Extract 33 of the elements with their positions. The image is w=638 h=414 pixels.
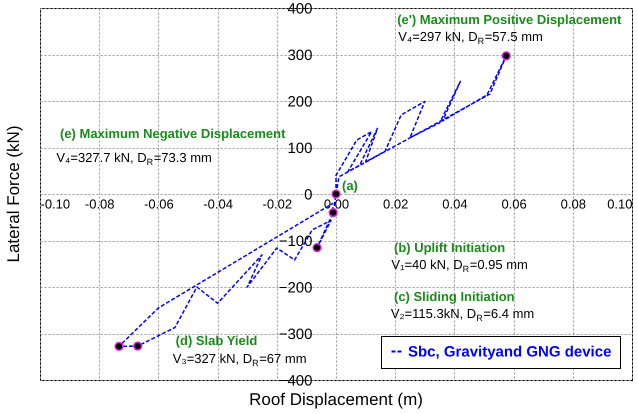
x-tick-label: -0.02 (262, 196, 292, 212)
point (502, 51, 511, 61)
x-tick-label: 0.06 (501, 196, 527, 212)
x-tick-label: 0.10 (607, 196, 632, 212)
y-tick-label: −300 (278, 326, 312, 343)
point (312, 243, 322, 252)
x-tick-label: 0.04 (442, 196, 468, 212)
annotation: (c) Sliding Initiation (394, 289, 515, 304)
x-tick-label: -0.04 (203, 196, 233, 212)
annotation: (e) Maximum Negative Displacement (60, 126, 286, 141)
x-axis-title: Roof Displacement (m) (249, 390, 423, 409)
x-tick-label: 0.00 (324, 196, 350, 212)
x-tick-label: -0.06 (144, 196, 174, 212)
y-tick-label: 100 (287, 140, 312, 157)
x-tick-label: -0.10 (40, 196, 70, 212)
annotation: (e') Maximum Positive Displacement (397, 12, 622, 27)
y-axis-title: Lateral Force (kN) (4, 126, 23, 262)
x-tick-label: -0.08 (84, 196, 115, 212)
annotation: (a) (342, 178, 358, 193)
point (133, 341, 142, 351)
y-tick-label: −100 (278, 233, 312, 250)
point (331, 189, 341, 199)
annotation: (b) Uplift Initiation (394, 240, 506, 255)
y-tick-label: 400 (287, 0, 312, 18)
y-tick-label: 300 (287, 47, 312, 64)
legend-label: Sbc, Gravityand GNG device (408, 344, 612, 360)
y-tick-label: −200 (278, 280, 312, 296)
x-tick-label: 0.02 (383, 196, 408, 212)
annotation: (d) Slab Yield (176, 333, 258, 348)
x-tick-label: 0.08 (560, 196, 586, 212)
y-tick-label: 200 (287, 94, 312, 110)
point (114, 342, 124, 351)
y-tick-label: 0 (304, 186, 312, 204)
